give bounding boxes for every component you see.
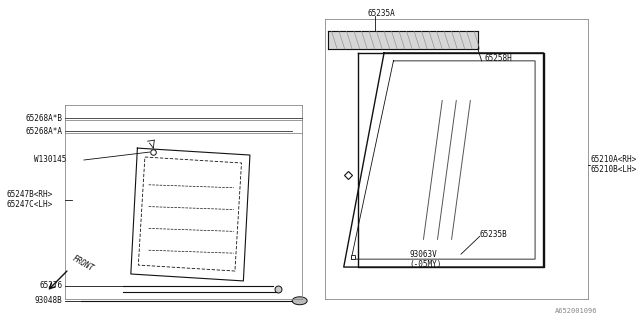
Text: 65276: 65276 bbox=[39, 281, 62, 290]
Text: 65247B<RH>: 65247B<RH> bbox=[6, 190, 52, 199]
Text: A652001096: A652001096 bbox=[554, 308, 597, 314]
Text: (-05MY): (-05MY) bbox=[410, 260, 442, 268]
Text: 65210A<RH>: 65210A<RH> bbox=[591, 156, 637, 164]
Text: 93063V: 93063V bbox=[410, 250, 437, 259]
Ellipse shape bbox=[292, 297, 307, 305]
Text: W130145: W130145 bbox=[34, 156, 67, 164]
Text: FRONT: FRONT bbox=[71, 254, 95, 274]
Text: 65210B<LH>: 65210B<LH> bbox=[591, 165, 637, 174]
Text: 65247C<LH>: 65247C<LH> bbox=[6, 200, 52, 209]
Text: 65268A*B: 65268A*B bbox=[26, 114, 62, 123]
Text: 65268A*A: 65268A*A bbox=[26, 127, 62, 136]
Text: 65235A: 65235A bbox=[367, 9, 395, 18]
Text: 65235B: 65235B bbox=[480, 230, 508, 239]
Text: 93048B: 93048B bbox=[35, 296, 62, 305]
Text: 65258H: 65258H bbox=[484, 54, 512, 63]
